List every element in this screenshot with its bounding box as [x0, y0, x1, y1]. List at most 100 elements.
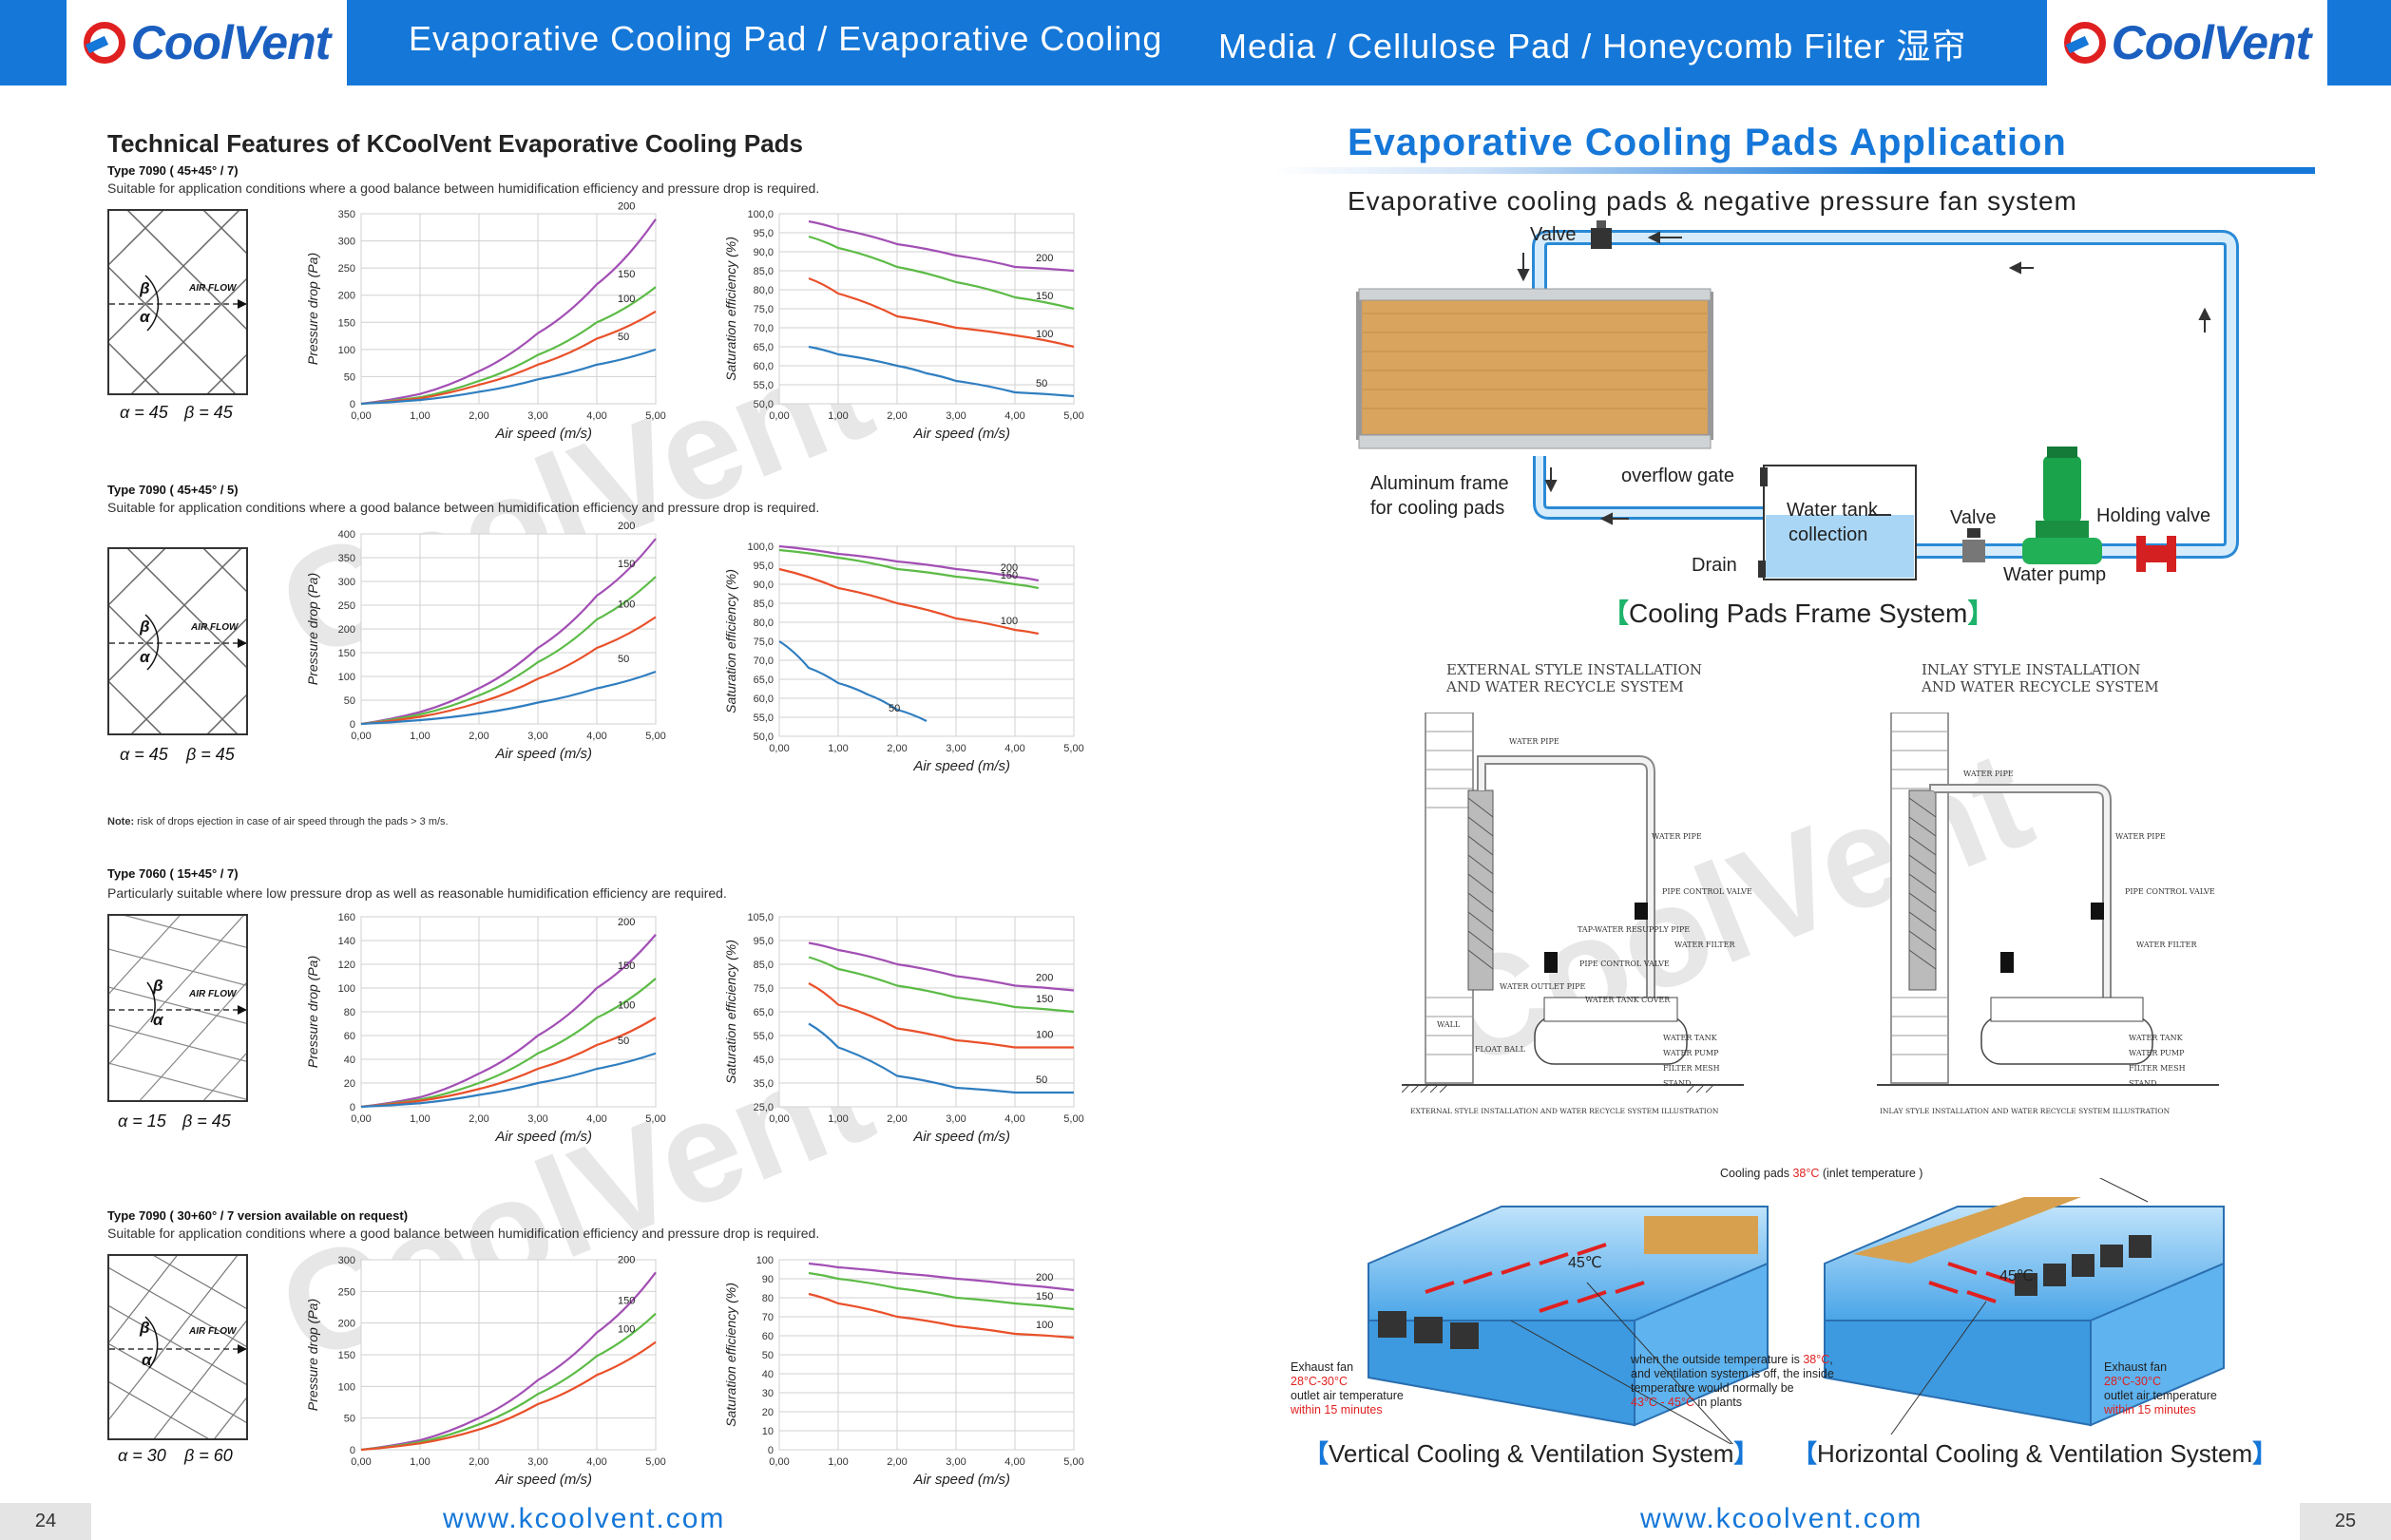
y-tick-label: 40: [762, 1369, 774, 1380]
x-tick-label: 0,00: [351, 410, 371, 422]
bracket-right-icon: 】: [1733, 1439, 1759, 1468]
footer-url-left[interactable]: www.kcoolvent.com: [443, 1503, 726, 1534]
series-label: 200: [1036, 1272, 1053, 1283]
x-tick-label: 4,00: [1004, 1456, 1024, 1468]
series-line: [360, 1312, 657, 1452]
y-tick-label: 50: [344, 1414, 355, 1425]
cooling-pads-suffix: (inlet temperature ): [1819, 1167, 1923, 1180]
inside-temp-right: 45℃: [1999, 1268, 2034, 1284]
diag-label: WATER OUTLET PIPE: [1500, 982, 1586, 991]
series-line: [778, 544, 1040, 582]
y-axis-label: Saturation efficiency (%): [723, 940, 738, 1084]
series-line: [808, 956, 1075, 1014]
y-tick-label: 95,0: [754, 561, 774, 572]
y-tick-label: 75,0: [754, 304, 774, 315]
type-description: Particularly suitable where low pressure…: [107, 885, 727, 901]
y-tick-label: 75,0: [754, 983, 774, 995]
x-tick-label: 2,00: [887, 410, 907, 422]
external-diagram-caption: EXTERNAL STYLE INSTALLATION AND WATER RE…: [1410, 1107, 1719, 1115]
diag-label: PIPE CONTROL VALVE: [1579, 960, 1670, 968]
air-flow-label: AIR FLOW: [189, 283, 237, 294]
note-line1: when the outside temperature is: [1631, 1353, 1804, 1366]
x-tick-label: 2,00: [469, 410, 488, 422]
brand-name: CoolVent: [130, 16, 332, 69]
x-axis-label: Air speed (m/s): [912, 1472, 1010, 1488]
diag-label: FLOAT BALL: [1475, 1045, 1525, 1054]
page-number-right: 25: [2300, 1503, 2391, 1540]
x-tick-label: 5,00: [645, 1456, 665, 1468]
diag-label: FILTER MESH: [2129, 1064, 2186, 1073]
y-tick-label: 100,0: [747, 209, 774, 220]
drain-label: Drain: [1692, 555, 1737, 576]
x-tick-label: 4,00: [1004, 1113, 1024, 1125]
series-line: [808, 941, 1075, 992]
water-pump-label: Water pump: [2003, 564, 2107, 585]
y-tick-label: 85,0: [754, 266, 774, 277]
y-tick-label: 35,0: [754, 1078, 774, 1090]
series-line: [808, 1022, 1074, 1094]
x-tick-label: 0,00: [351, 1113, 371, 1125]
x-axis-label: Air speed (m/s): [912, 426, 1010, 442]
diag-label: WALL: [1437, 1020, 1461, 1029]
y-tick-label: 0: [350, 719, 355, 731]
exhaust-temp: 28°C-30°C: [1291, 1375, 1349, 1388]
y-tick-label: 80,0: [754, 618, 774, 629]
series-label: 150: [1036, 1291, 1053, 1302]
y-tick-label: 85,0: [754, 599, 774, 610]
x-tick-label: 4,00: [586, 410, 606, 422]
y-tick-label: 100: [756, 1255, 774, 1266]
y-tick-label: 55,0: [754, 713, 774, 724]
x-tick-label: 3,00: [946, 1113, 966, 1125]
aluminum-frame-label-2: for cooling pads: [1370, 498, 1505, 519]
y-tick-label: 65,0: [754, 1007, 774, 1018]
note-line4-temp: 43°C - 45°C: [1631, 1396, 1694, 1409]
series-line: [808, 982, 1074, 1049]
x-tick-label: 0,00: [769, 743, 789, 754]
series-line: [808, 219, 1075, 273]
y-tick-label: 300: [338, 1255, 355, 1266]
y-tick-label: 40: [344, 1055, 355, 1066]
diag-label: WATER FILTER: [2136, 941, 2197, 949]
series-label: 100: [1001, 616, 1018, 627]
footer-url-right[interactable]: www.kcoolvent.com: [1640, 1503, 1923, 1534]
diag-label: WATER PUMP: [1663, 1049, 1719, 1057]
x-axis-label: Air speed (m/s): [494, 426, 592, 442]
series-label: 100: [618, 999, 635, 1011]
vertical-caption-text: Vertical Cooling & Ventilation System: [1329, 1439, 1734, 1468]
saturation-efficiency-chart-4: 0 10 20 30 40 50 60 70 80 90 100 0,00 1,00 2,00 3,00 4,…: [722, 1250, 1084, 1492]
y-tick-label: 80: [344, 1007, 355, 1018]
diag-label: WATER PIPE: [2115, 832, 2166, 841]
y-tick-label: 75,0: [754, 637, 774, 648]
y-tick-label: 100: [338, 672, 355, 683]
x-tick-label: 5,00: [645, 1113, 665, 1125]
beta-symbol: β: [140, 279, 150, 297]
chart-svg: 0 10 20 30 40 50 60 70 80 90 100 0,00 1,00 2,00 3,00 4,…: [723, 1255, 1084, 1488]
y-tick-label: 150: [338, 317, 355, 329]
y-tick-label: 300: [338, 577, 355, 588]
y-axis-label: Saturation efficiency (%): [723, 237, 738, 381]
x-tick-label: 0,00: [351, 1456, 371, 1468]
y-tick-label: 120: [338, 960, 355, 971]
alpha-value: α = 45: [120, 745, 168, 764]
brand-logo-left: CoolVent: [67, 0, 347, 86]
series-label: 50: [618, 1036, 629, 1047]
diag-label: WATER PUMP: [2129, 1049, 2185, 1057]
air-flow-label: AIR FLOW: [191, 622, 239, 633]
series-label: 150: [618, 960, 635, 972]
outside-temp-note: when the outside temperature is 38°C, and…: [1631, 1353, 1834, 1410]
flute-angle-diagram: β α AIR FLOW: [107, 547, 248, 735]
x-tick-label: 2,00: [469, 1456, 488, 1468]
y-tick-label: 65,0: [754, 342, 774, 353]
series-label: 50: [1036, 378, 1047, 390]
note-line1-temp: 38°C: [1803, 1353, 1830, 1366]
frame-system-caption: 【Cooling Pads Frame System】: [1602, 593, 1994, 631]
chart-svg: 0 20 40 60 80 100 120 140 160 0,00 1,00 2,00 3,00 4,0…: [305, 912, 666, 1145]
diag-label: WATER TANK: [2129, 1034, 2183, 1042]
series-line: [360, 670, 657, 726]
series-line: [808, 1292, 1075, 1340]
series-line: [360, 1017, 657, 1109]
type-title: Type 7090 ( 30+60° / 7 version available…: [107, 1208, 409, 1223]
x-tick-label: 3,00: [946, 410, 966, 422]
y-tick-label: 100: [338, 983, 355, 995]
series-line: [360, 576, 657, 726]
